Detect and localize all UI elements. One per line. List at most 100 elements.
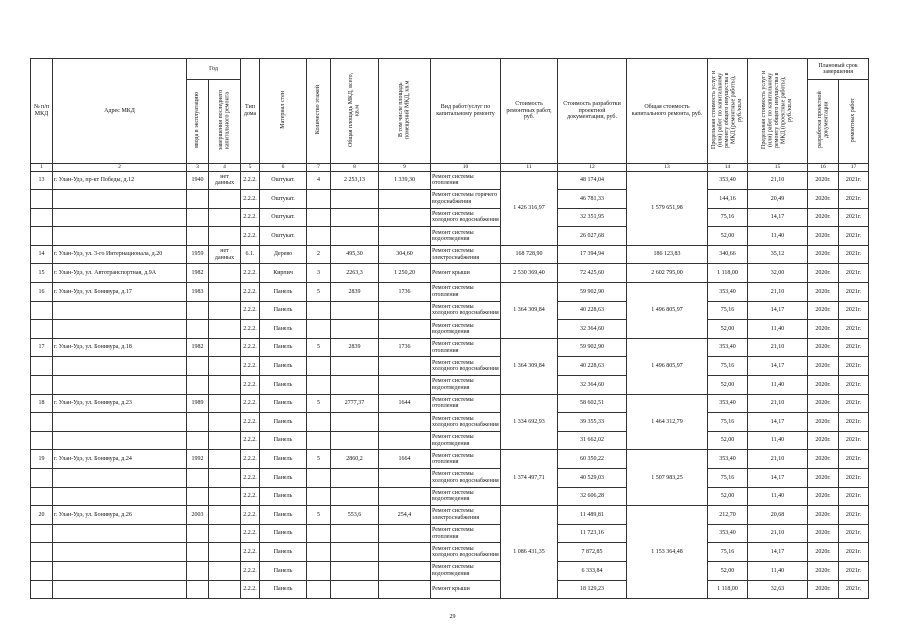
total-area	[330, 356, 380, 377]
limit-design: 11,40	[747, 375, 809, 395]
design-cost: 40 228,63	[557, 300, 628, 321]
design-cost: 18 129,23	[557, 579, 628, 600]
year-built	[186, 542, 209, 562]
floors: 2	[306, 244, 332, 265]
house-number	[30, 523, 53, 544]
table-row: 2.2.2. Панель Ремонт системы водоотведения…	[30, 375, 870, 395]
column-header: Тип дома	[240, 58, 261, 164]
year-repair	[207, 505, 242, 525]
deadline-design: 2020г.	[807, 356, 840, 377]
year-built: 1959	[186, 244, 209, 265]
house-type: 2.2.2.	[240, 468, 261, 488]
year-built: 1940	[186, 170, 209, 191]
year-built	[186, 412, 209, 432]
limit-design: 20,68	[747, 505, 809, 525]
column-header: Материал стен	[259, 58, 308, 164]
work-type: Ремонт системы водоотведения	[430, 430, 502, 451]
year-built: 2003	[186, 505, 209, 525]
work-type: Ремонт системы холодного водоснабжения	[430, 468, 502, 488]
work-type: Ремонт крыши	[430, 579, 502, 600]
total-area	[330, 486, 380, 507]
floors	[306, 430, 332, 451]
premises-area	[378, 468, 432, 488]
house-type: 2.2.2.	[240, 356, 261, 377]
address	[52, 486, 187, 507]
limit-repair: 353,40	[707, 337, 749, 358]
table-row: 2.2.2. Панель Ремонт системы водоотведения…	[30, 560, 870, 581]
house-type: 2.2.2.	[240, 523, 261, 544]
design-cost: 26 027,68	[557, 226, 628, 246]
table-row: 2.2.2. Панель Ремонт крыши 18 129,23 1 118,0…	[30, 579, 870, 600]
house-number	[30, 579, 53, 600]
address	[52, 468, 187, 488]
design-cost: 6 333,84	[557, 560, 628, 581]
limit-repair: 52,00	[707, 560, 749, 581]
column-number: 9	[378, 162, 432, 172]
design-cost: 11 489,81	[557, 505, 628, 525]
address: г. Улан-Удэ, ул. Бонивура, д.24	[52, 449, 187, 469]
total-cost: 1 464 312,79	[626, 393, 709, 451]
limit-repair: 52,00	[707, 319, 749, 339]
deadline-repair: 2021г.	[838, 430, 870, 451]
year-repair	[207, 579, 242, 600]
work-type: Ремонт системы холодного водоснабжения	[430, 412, 502, 432]
house-number: 18	[30, 393, 53, 414]
work-type: Ремонт системы холодного водоснабжения	[430, 300, 502, 321]
deadline-design: 2020г.	[807, 505, 840, 525]
limit-design: 11,40	[747, 226, 809, 246]
work-type: Ремонт системы отопления	[430, 282, 502, 302]
premises-area	[378, 375, 432, 395]
column-number: 15	[747, 162, 809, 172]
deadline-repair: 2021г.	[838, 226, 870, 246]
premises-area: 1736	[378, 337, 432, 358]
deadline-repair: 2021г.	[838, 170, 870, 191]
year-built	[186, 579, 209, 600]
deadline-repair: 2021г.	[838, 523, 870, 544]
work-type: Ремонт крыши	[430, 263, 502, 284]
house-number	[30, 468, 53, 488]
design-cost: 59 902,90	[557, 282, 628, 302]
deadline-design: 2020г.	[807, 244, 840, 265]
address: г. Улан-Удэ, ул. Бонивура, д.18	[52, 337, 187, 358]
total-area: 2839	[330, 282, 380, 302]
table-row: 19 г. Улан-Удэ, ул. Бонивура, д.24 1992 2.2…	[30, 449, 870, 507]
premises-area	[378, 412, 432, 432]
house-type: 2.2.2.	[240, 226, 261, 246]
floors: 5	[306, 449, 332, 469]
column-number: 8	[330, 162, 380, 172]
wall-material: Панель	[259, 412, 308, 432]
house-number	[30, 560, 53, 581]
page-number: 29	[449, 614, 456, 620]
deadline-design: 2020г.	[807, 486, 840, 507]
total-cost: 186 123,83	[626, 244, 709, 265]
address	[52, 189, 187, 209]
limit-repair: 75,16	[707, 207, 749, 228]
limit-repair: 75,16	[707, 542, 749, 562]
total-area: 553,6	[330, 505, 380, 525]
total-area	[330, 579, 380, 600]
premises-area	[378, 189, 432, 209]
year-built	[186, 486, 209, 507]
house-number: 13	[30, 170, 53, 191]
column-number: 10	[430, 162, 502, 172]
limit-design: 11,40	[747, 486, 809, 507]
year-repair	[207, 468, 242, 488]
year-built	[186, 375, 209, 395]
address: г. Улан-Удэ, ул. Автотранспортная, д.9А	[52, 263, 187, 284]
design-cost: 32 364,60	[557, 319, 628, 339]
repair-cost: 2 530 369,40	[500, 263, 559, 284]
design-cost: 59 902,90	[557, 337, 628, 358]
limit-design: 11,40	[747, 560, 809, 581]
total-area	[330, 560, 380, 581]
limit-repair: 144,16	[707, 189, 749, 209]
work-type: Ремонт системы отопления	[430, 393, 502, 414]
total-area	[330, 207, 380, 228]
design-cost: 46 781,33	[557, 189, 628, 209]
repair-cost: 1 426 316,97	[500, 170, 559, 246]
design-cost: 7 872,85	[557, 542, 628, 562]
year-repair	[207, 430, 242, 451]
house-type: 2.2.2.	[240, 337, 261, 358]
work-type: Ремонт системы водоотведения	[430, 319, 502, 339]
column-number: 7	[306, 162, 332, 172]
design-cost: 39 355,33	[557, 412, 628, 432]
